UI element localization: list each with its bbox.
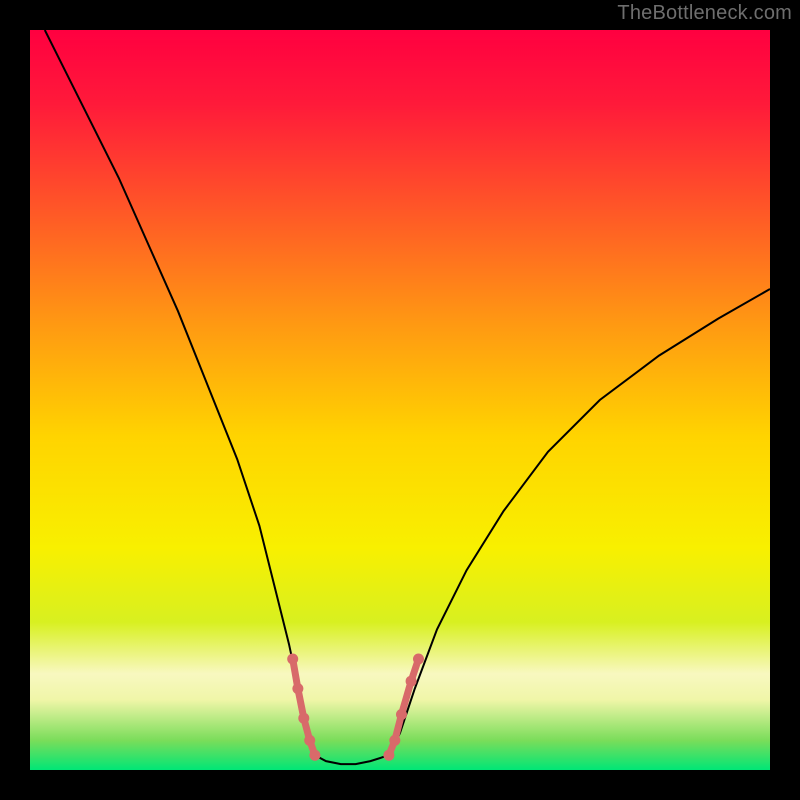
highlight-marker <box>292 683 303 694</box>
bottleneck-curve <box>45 30 770 764</box>
highlight-marker <box>406 676 417 687</box>
highlight-marker <box>309 750 320 761</box>
highlight-marker <box>383 750 394 761</box>
highlight-marker <box>413 654 424 665</box>
highlight-marker <box>287 654 298 665</box>
highlight-marker <box>396 709 407 720</box>
curve-layer <box>30 30 770 770</box>
highlight-marker <box>304 735 315 746</box>
watermark-text: TheBottleneck.com <box>617 2 792 25</box>
highlight-marker <box>298 713 309 724</box>
chart-container: TheBottleneck.com <box>0 0 800 800</box>
plot-area <box>30 30 770 770</box>
highlight-marker <box>389 735 400 746</box>
